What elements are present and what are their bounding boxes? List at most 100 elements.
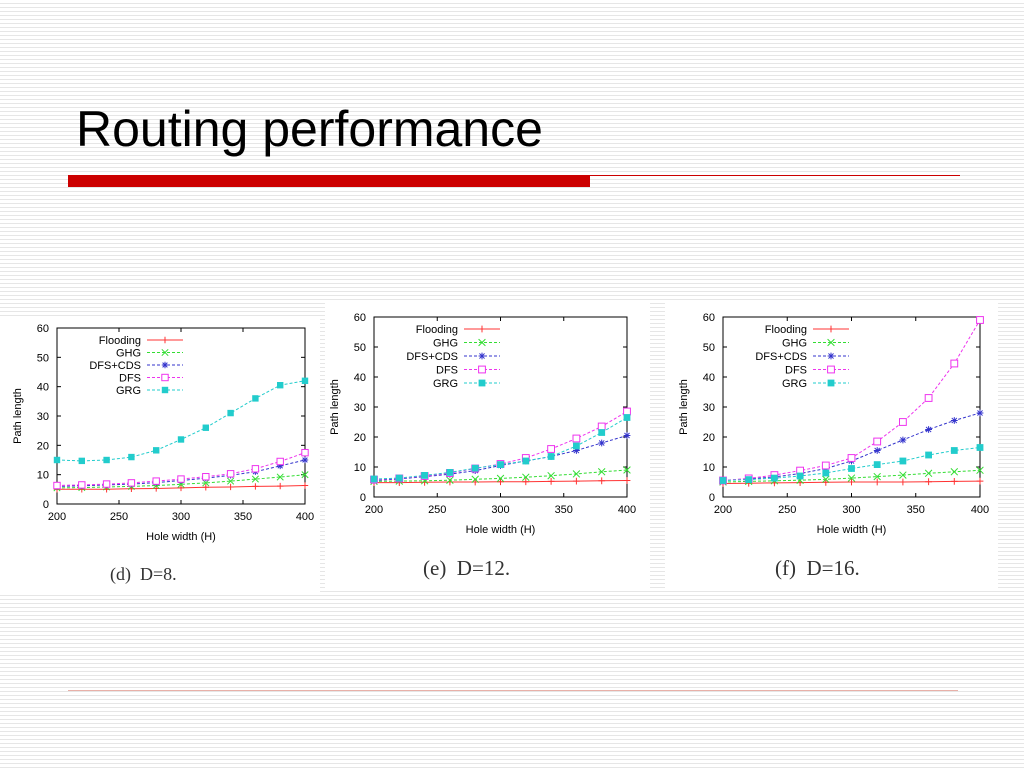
data-point-flooding: [873, 478, 881, 486]
y-tick-label: 40: [37, 382, 49, 394]
data-point-ghg: [572, 470, 581, 478]
slide-title: Routing performance: [76, 101, 543, 157]
x-tick-label: 350: [907, 504, 925, 516]
chart-caption-d: (d) D=8.: [110, 564, 177, 584]
data-point-flooding: [153, 485, 160, 492]
title-rule-line: [590, 175, 960, 176]
x-axis-label: Hole width (H): [817, 524, 887, 536]
legend-label: DFS+CDS: [406, 351, 458, 363]
data-point-dfs: [924, 394, 933, 402]
data-point-flooding: [277, 482, 284, 490]
series-line-ghg: [722, 469, 981, 483]
y-tick-label: 30: [354, 402, 366, 414]
y-tick-label: 10: [703, 462, 715, 474]
data-point-grg: [53, 456, 61, 464]
x-tick-label: 250: [778, 504, 796, 516]
series-line-dfs: [56, 452, 306, 486]
data-point-grg: [796, 472, 804, 480]
legend-label: GRG: [782, 378, 807, 390]
data-point-dfs-cds: [873, 447, 881, 454]
legend-marker: [827, 352, 835, 360]
data-point-dfs: [226, 470, 235, 478]
data-point-grg: [771, 474, 778, 482]
data-point-dfs: [547, 445, 555, 453]
legend-label: DFS: [436, 365, 458, 377]
data-point-grg: [370, 475, 378, 483]
data-point-dfs-cds: [598, 439, 606, 447]
data-point-flooding: [598, 477, 606, 485]
data-point-grg: [395, 474, 403, 482]
data-point-dfs-cds: [573, 447, 580, 454]
series-line-dfs-cds: [56, 459, 306, 487]
data-point-dfs-cds: [950, 417, 958, 424]
data-point-flooding: [497, 478, 504, 486]
x-tick-label: 300: [172, 511, 190, 523]
y-tick-label: 50: [354, 342, 366, 354]
data-point-ghg: [899, 471, 907, 479]
data-point-grg: [925, 451, 932, 459]
y-tick-label: 10: [354, 462, 366, 474]
chart-panel-f: 0 10 20 30 40 50 60 200 250 300 350 400 Hole width (…: [665, 303, 998, 590]
data-point-flooding: [623, 477, 631, 484]
y-tick-label: 60: [37, 323, 49, 335]
plot-frame: [56, 327, 306, 505]
data-point-ghg: [471, 475, 479, 484]
legend-marker: [478, 352, 486, 360]
chart-f: 0 10 20 30 40 50 60 200 250 300 350 400 Hole width (…: [678, 312, 989, 536]
y-tick-label: 0: [360, 492, 366, 504]
legend-label: DFS: [785, 365, 807, 377]
data-point-grg: [202, 424, 209, 431]
data-point-ghg: [547, 471, 555, 480]
x-tick-label: 400: [971, 504, 989, 516]
y-tick-label: 10: [37, 470, 49, 482]
legend-marker: [161, 361, 169, 369]
data-point-dfs: [873, 437, 882, 446]
data-point-grg: [822, 469, 830, 477]
y-tick-label: 60: [354, 312, 366, 324]
y-axis-label: Path length: [678, 379, 690, 435]
data-point-flooding: [573, 477, 580, 485]
x-tick-label: 400: [618, 504, 636, 516]
legend-marker: [827, 325, 835, 333]
x-axis-label: Hole width (H): [146, 531, 216, 543]
chart-panel-d: 0 10 20 30 40 50 60 200 250 300 350 400 Hole width (…: [0, 316, 320, 594]
x-tick-label: 350: [234, 511, 252, 523]
data-point-grg: [103, 456, 110, 464]
legend-label: GHG: [116, 348, 141, 360]
data-point-flooding: [899, 478, 907, 486]
y-tick-label: 20: [37, 440, 49, 452]
data-point-grg: [623, 414, 631, 421]
data-point-grg: [153, 447, 160, 454]
data-point-ghg: [597, 468, 606, 476]
footer-rule-line: [68, 690, 958, 691]
data-point-grg: [598, 429, 606, 436]
data-point-dfs: [821, 461, 830, 470]
legend-label: GRG: [116, 385, 141, 397]
data-point-flooding: [925, 478, 932, 486]
chart-e: 0 10 20 30 40 50 60 200 250 300 350 400 Hole width (…: [329, 312, 636, 536]
data-point-dfs: [127, 479, 136, 487]
plot-frame: [373, 316, 628, 498]
y-tick-label: 60: [703, 312, 715, 324]
title-accent-bar: [68, 175, 590, 187]
data-point-grg: [446, 469, 454, 476]
data-point-dfs: [950, 359, 959, 368]
series-line-grg: [722, 447, 981, 481]
data-point-grg: [78, 457, 85, 465]
y-axis-label: Path length: [12, 388, 24, 444]
data-point-dfs-cds: [925, 426, 932, 433]
data-point-flooding: [822, 478, 830, 486]
x-axis-label: Hole width (H): [466, 524, 536, 536]
data-point-flooding: [301, 482, 309, 489]
data-point-dfs: [301, 448, 309, 457]
legend-marker: [478, 365, 486, 374]
legend-marker: [827, 365, 835, 374]
data-point-dfs: [847, 454, 856, 462]
data-point-ghg: [301, 471, 309, 479]
data-point-flooding: [547, 478, 555, 485]
data-point-grg: [177, 436, 185, 443]
x-tick-label: 300: [491, 504, 509, 516]
data-point-grg: [745, 476, 753, 483]
x-tick-label: 350: [555, 504, 573, 516]
y-tick-label: 40: [703, 372, 715, 384]
